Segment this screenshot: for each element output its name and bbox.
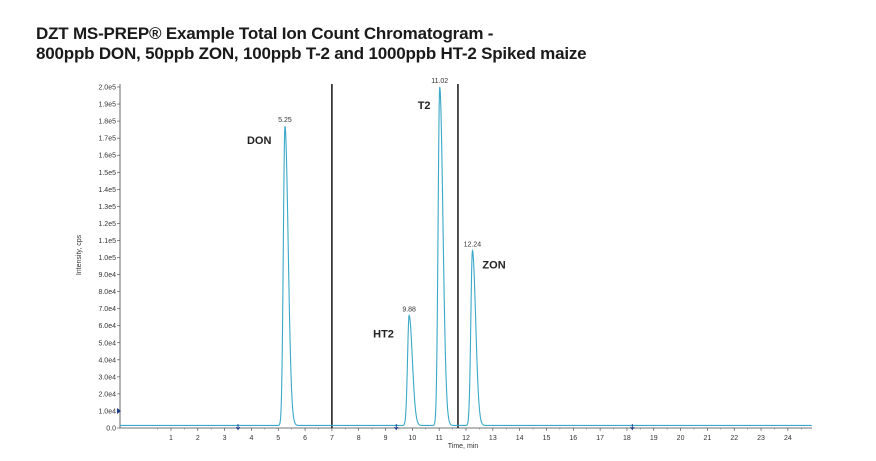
y-tick-label: 2.0e4 — [98, 391, 116, 398]
tic-trace — [120, 86, 812, 426]
analyte-label: T2 — [418, 100, 431, 112]
x-tick-label: 1 — [169, 435, 173, 442]
y-tick-label: 1.6e5 — [98, 153, 116, 160]
x-tick-label: 23 — [757, 435, 765, 442]
y-tick-label: 1.0e4 — [98, 408, 116, 415]
y-tick-label: 9.0e4 — [98, 272, 116, 279]
x-tick-label: 24 — [784, 435, 792, 442]
y-tick-label: 4.0e4 — [98, 357, 116, 364]
y-tick-label: 1.2e5 — [98, 221, 116, 228]
time-marker-arrow — [235, 424, 241, 431]
markers — [117, 407, 635, 431]
peak-rt-label: 9.88 — [402, 306, 416, 313]
x-tick-label: 4 — [249, 435, 253, 442]
y-tick-label: 1.5e5 — [98, 170, 116, 177]
title-line-2: 800ppb DON, 50ppb ZON, 100ppb T-2 and 10… — [36, 44, 587, 63]
y-tick-label: 7.0e4 — [98, 306, 116, 313]
analyte-label: DON — [247, 135, 272, 147]
y-tick-label: 1.4e5 — [98, 187, 116, 194]
y-tick-label: 1.1e5 — [98, 238, 116, 245]
trace-group — [120, 86, 812, 426]
axes — [119, 84, 812, 429]
x-axis-label: Time, min — [448, 443, 479, 450]
x-tick-label: 21 — [703, 435, 711, 442]
analyte-label: HT2 — [373, 328, 394, 340]
time-marker-arrow — [630, 424, 635, 431]
x-tick-label: 12 — [462, 435, 470, 442]
y-tick-label: 0.0 — [106, 426, 116, 433]
x-tick-label: 5 — [276, 435, 280, 442]
x-tick-label: 7 — [330, 435, 334, 442]
x-tick-label: 8 — [357, 435, 361, 442]
y-tick-label: 2.0e5 — [98, 85, 116, 92]
y-tick-label: 1.9e5 — [98, 102, 116, 109]
y-tick-label: 5.0e4 — [98, 340, 116, 347]
y-axis-ticks: 0.0 1.0e4 2.0e4 3.0e4 4.0e4 5.0e4 6.0e4 7.0e4 8.… — [98, 85, 120, 433]
y-tick-label: 1.7e5 — [98, 136, 116, 143]
y-axis-marker — [117, 407, 121, 414]
title-line-1: DZT MS-PREP® Example Total Ion Count Chr… — [36, 24, 494, 43]
x-tick-label: 17 — [596, 435, 604, 442]
x-tick-label: 2 — [196, 435, 200, 442]
segment-dividers — [331, 84, 459, 428]
y-tick-label: 6.0e4 — [98, 323, 116, 330]
y-axis-label: Intensity, cps — [76, 234, 83, 275]
x-tick-label: 16 — [569, 435, 577, 442]
x-tick-label: 6 — [303, 435, 307, 442]
x-tick-label: 15 — [543, 435, 551, 442]
y-tick-label: 1.0e5 — [98, 255, 116, 262]
x-tick-label: 19 — [650, 435, 658, 442]
x-tick-label: 18 — [623, 435, 631, 442]
chart-title: DZT MS-PREP® Example Total Ion Count Chr… — [36, 24, 587, 64]
x-tick-label: 11 — [436, 435, 443, 442]
y-tick-label: 3.0e4 — [98, 374, 116, 381]
x-tick-label: 14 — [516, 435, 524, 442]
analyte-label: ZON — [482, 260, 505, 272]
x-axis-ticks: 1 2 3 4 5 6 7 8 9 10 11 12 13 14 15 16 17 18 19 20 21 22 23 24 — [157, 428, 802, 442]
y-tick-label: 1.3e5 — [98, 204, 116, 211]
x-tick-label: 13 — [489, 435, 497, 442]
y-tick-label: 1.8e5 — [98, 119, 116, 126]
peak-rt-label: 12.24 — [464, 242, 482, 249]
x-tick-label: 3 — [223, 435, 227, 442]
peak-rt-label: 11.02 — [431, 78, 448, 85]
x-tick-label: 10 — [408, 435, 416, 442]
y-tick-label: 8.0e4 — [98, 289, 116, 296]
x-tick-label: 20 — [677, 435, 685, 442]
time-marker-arrow — [394, 424, 399, 431]
x-tick-label: 9 — [384, 435, 388, 442]
peak-labels: 5.25 DON 9.88 HT2 11.02 T2 12.24 ZON — [247, 78, 506, 340]
x-tick-label: 22 — [730, 435, 738, 442]
peak-rt-label: 5.25 — [278, 117, 292, 124]
